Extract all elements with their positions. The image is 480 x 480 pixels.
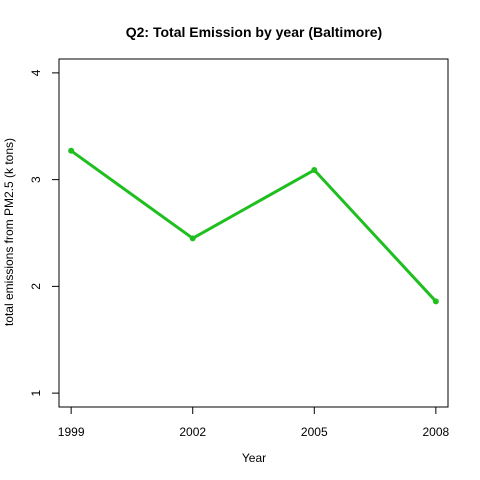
series-line-segment	[191, 168, 316, 240]
series-line-segment	[312, 168, 438, 303]
y-axis-label: total emissions from PM2.5 (k tons)	[2, 138, 16, 326]
x-axis: 1999 2002 2005 2008	[58, 407, 450, 439]
x-tick-label: 2008	[422, 425, 449, 439]
chart-title: Q2: Total Emission by year (Baltimore)	[126, 24, 382, 40]
data-point	[432, 298, 439, 305]
x-tick-label: 2002	[179, 425, 206, 439]
y-axis: 1 2 3 4	[29, 69, 59, 396]
y-tick-label: 4	[29, 69, 43, 76]
y-tick-label: 3	[29, 176, 43, 183]
data-point	[68, 147, 75, 154]
plot-frame	[58, 58, 449, 408]
data-point	[311, 167, 318, 174]
data-point	[189, 235, 196, 242]
x-axis-label: Year	[242, 451, 266, 465]
series-line-segment	[69, 149, 195, 240]
series-layer	[68, 147, 439, 305]
y-tick-label: 2	[29, 283, 43, 290]
y-tick-label: 1	[29, 389, 43, 396]
x-tick-label: 2005	[301, 425, 328, 439]
x-tick-label: 1999	[58, 425, 85, 439]
